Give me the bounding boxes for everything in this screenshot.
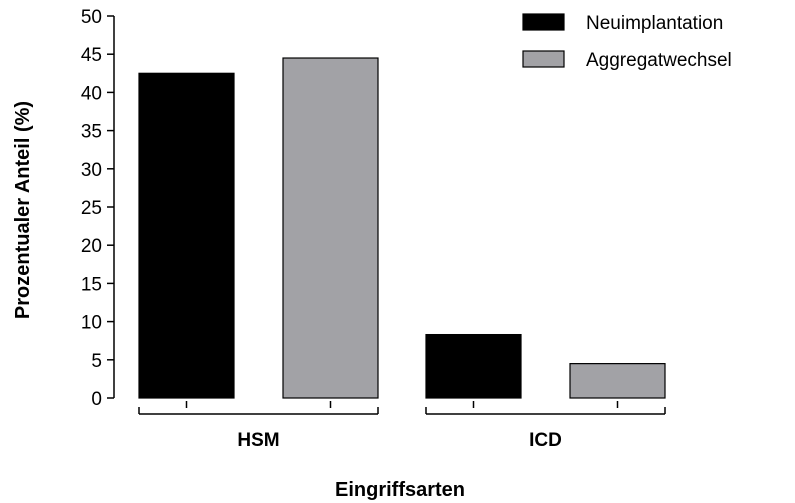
bar-icd-aggregatwechsel xyxy=(569,363,666,399)
y-tick-label: 45 xyxy=(81,45,102,66)
y-tick-label: 20 xyxy=(81,236,102,257)
y-axis-title: Prozentualer Anteil (%) xyxy=(12,101,34,319)
y-tick-label: 10 xyxy=(81,313,102,334)
y-tick-label: 15 xyxy=(81,274,102,295)
legend-swatch-neuimplantation xyxy=(522,13,565,31)
legend: Neuimplantation Aggregatwechsel xyxy=(522,13,732,71)
x-axis-title: Eingriffsarten xyxy=(335,479,465,501)
y-tick-label: 25 xyxy=(81,198,102,219)
y-tick-label: 40 xyxy=(81,83,102,104)
bar-icd-neuimplantation xyxy=(425,333,522,399)
y-tick-label: 50 xyxy=(81,7,102,28)
x-axis: HSM ICD xyxy=(138,401,666,451)
legend-swatch-aggregatwechsel xyxy=(522,50,565,68)
y-tick-label: 35 xyxy=(81,122,102,143)
legend-label-neuimplantation: Neuimplantation xyxy=(586,13,723,34)
bar-hsm-neuimplantation xyxy=(138,72,235,399)
y-tick-label: 30 xyxy=(81,160,102,181)
category-label-icd: ICD xyxy=(529,430,562,451)
legend-label-aggregatwechsel: Aggregatwechsel xyxy=(586,50,732,71)
bars-group xyxy=(138,57,666,399)
y-axis: 0 5 10 15 20 25 30 35 40 45 50 xyxy=(81,7,115,410)
category-label-hsm: HSM xyxy=(237,430,279,451)
y-tick-label: 0 xyxy=(91,389,102,410)
y-tick-label: 5 xyxy=(91,351,102,372)
bar-hsm-aggregatwechsel xyxy=(282,57,379,399)
